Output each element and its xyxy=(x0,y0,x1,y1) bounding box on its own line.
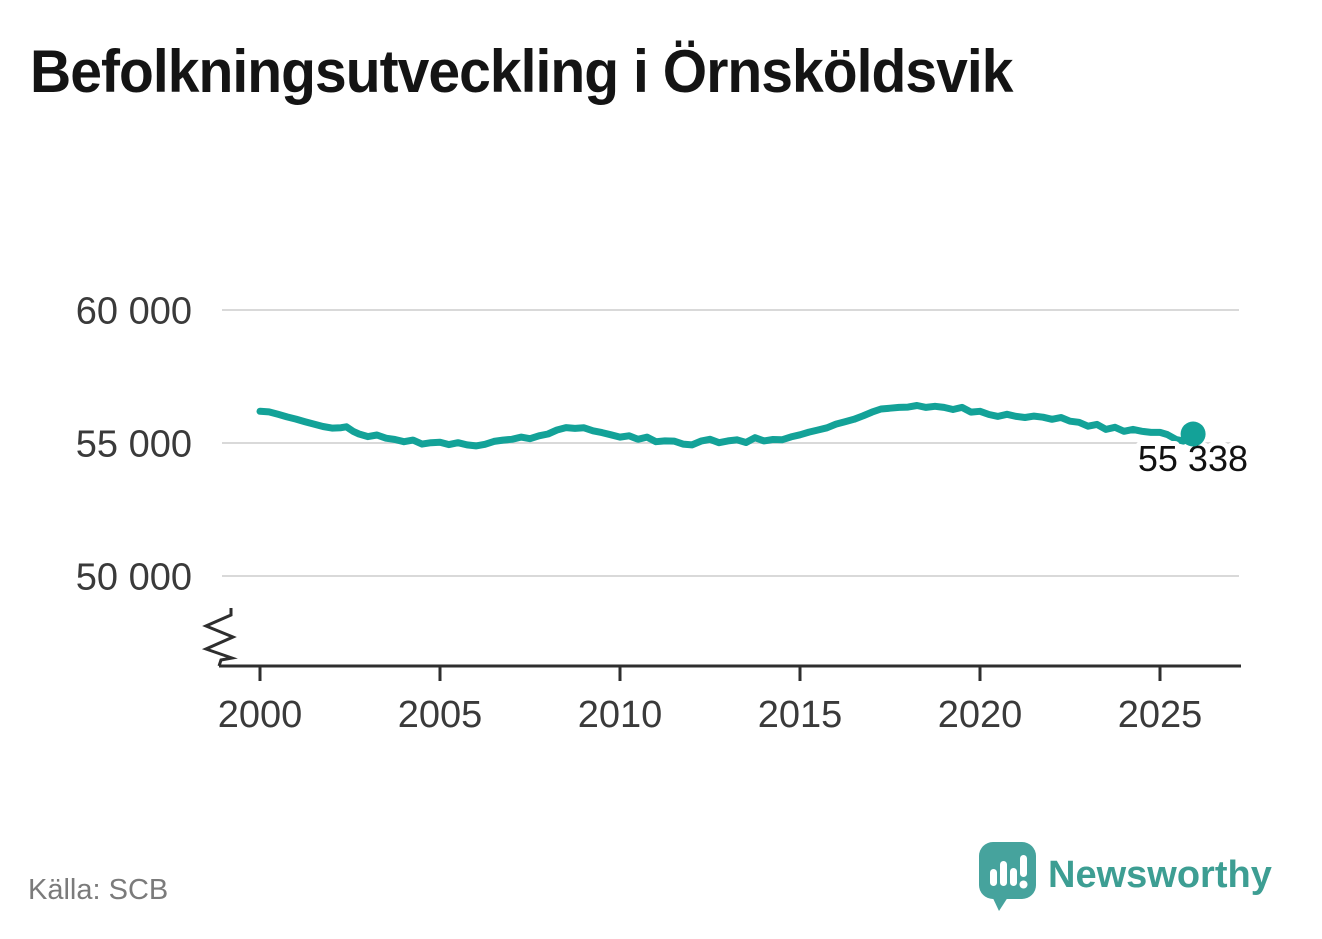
newsworthy-logo: Newsworthy xyxy=(979,842,1294,914)
speech-bubble-bar-chart-icon xyxy=(979,842,1036,911)
x-tick-label: 2015 xyxy=(758,694,843,736)
x-tick-label: 2005 xyxy=(398,694,483,736)
x-tick-label: 2000 xyxy=(218,694,303,736)
x-tick-label: 2025 xyxy=(1118,694,1203,736)
x-tick-label: 2010 xyxy=(578,694,663,736)
newsworthy-wordmark: Newsworthy xyxy=(1048,854,1272,896)
y-tick-label: 55 000 xyxy=(76,424,192,466)
y-axis-break-icon xyxy=(201,608,238,667)
population-line xyxy=(256,402,1197,450)
chart-title: Befolkningsutveckling i Örnsköldsvik xyxy=(30,38,1014,105)
end-point-dot xyxy=(1180,421,1206,447)
y-tick-label: 50 000 xyxy=(76,557,192,599)
source-note: Källa: SCB xyxy=(28,874,169,906)
x-tick-label: 2020 xyxy=(938,694,1023,736)
end-value-label: 55 338 xyxy=(1138,438,1248,479)
y-tick-label: 60 000 xyxy=(76,291,192,333)
